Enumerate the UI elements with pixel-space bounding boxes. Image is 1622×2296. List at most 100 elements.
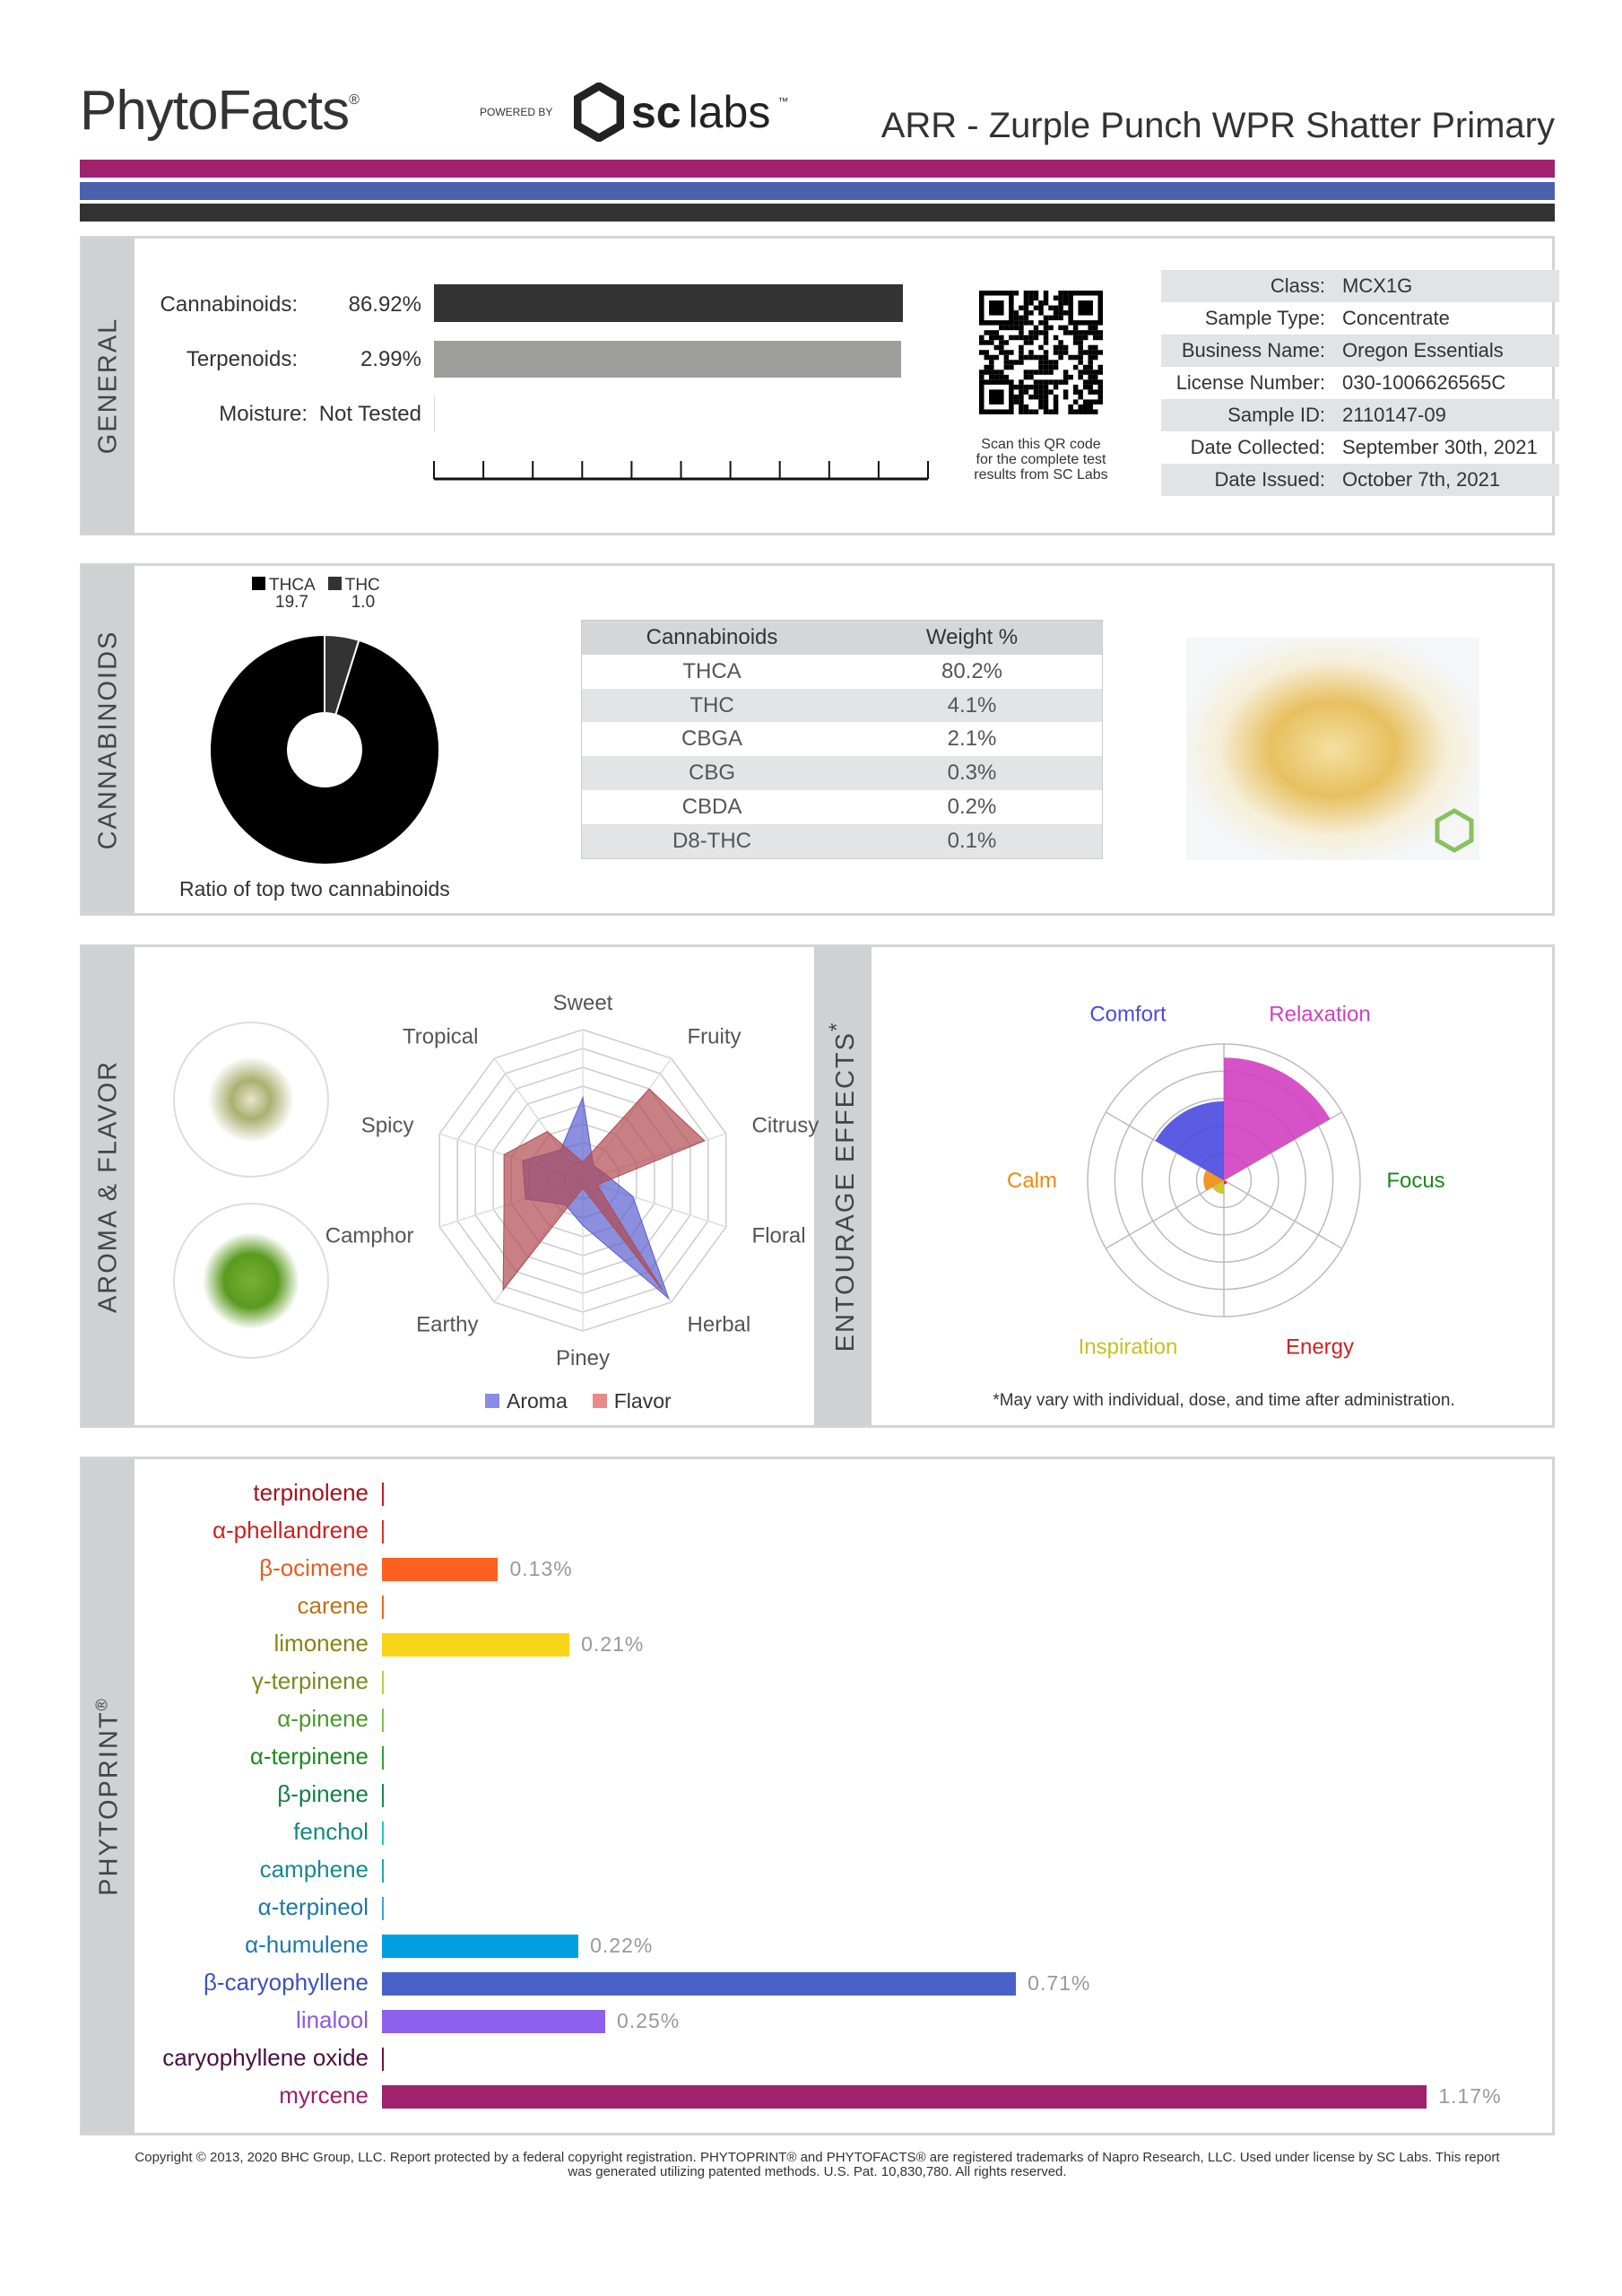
cannabinoids-table: Cannabinoids Weight % THCA 80.2% THC 4.1% CBGA… <box>581 620 1103 859</box>
radar-axis-label: Spicy <box>361 1114 414 1138</box>
donut-legend: THCA 19.7 THC 1.0 <box>252 577 380 611</box>
cannabinoids-section-label: CANNABINOIDS <box>93 630 123 849</box>
table-row: THC 4.1% <box>582 688 1102 723</box>
terpene-bar <box>382 1596 384 1619</box>
terpene-label: α-phellandrene <box>212 1517 369 1544</box>
legend-value: 1.0 <box>351 593 376 612</box>
cannabinoid-name: THC <box>690 692 734 718</box>
info-value: Concentrate <box>1342 307 1450 329</box>
radar-axis-label: Floral <box>752 1223 806 1248</box>
cannabinoids-label: Cannabinoids: <box>160 292 298 317</box>
table-row: THCA 80.2% <box>582 655 1102 689</box>
cannabinoid-name: CBGA <box>681 726 742 752</box>
legend-label: Aroma <box>507 1389 568 1413</box>
info-value: MCX1G <box>1342 274 1413 297</box>
stripe-dark <box>80 204 1555 222</box>
terpene-bar <box>382 1935 579 1958</box>
copyright-line: Copyright © 2013, 2020 BHC Group, LLC. R… <box>134 2150 1500 2165</box>
info-row: Sample Type: Concentrate <box>1161 302 1559 335</box>
qr-caption-line: for the complete test <box>976 452 1106 467</box>
legend-label: THCA <box>269 576 316 595</box>
sc-labs-logo: sc labs ™ <box>574 83 788 142</box>
terpene-bar <box>382 1859 384 1883</box>
effects-footnote: *May vary with individual, dose, and tim… <box>993 1391 1455 1410</box>
logo-sc: sc <box>631 87 681 137</box>
table-row: D8-THC 0.1% <box>582 823 1102 858</box>
legend-item-thc: THC 1.0 <box>327 576 380 612</box>
sc-labs-watermark-icon <box>1435 808 1474 853</box>
qr-caption-line: results from SC Labs <box>974 467 1108 483</box>
radar-axis-label: Earthy <box>416 1312 478 1336</box>
table-row: CBG 0.3% <box>582 756 1102 790</box>
qr-caption-line: Scan this QR code <box>981 437 1101 452</box>
legend-label: THC <box>344 576 380 595</box>
polar-sector-comfort <box>1155 1100 1224 1180</box>
polar-category-label: Relaxation <box>1269 1003 1370 1027</box>
phytoprint-side-strip: PHYTOPRINT® <box>82 1459 134 2133</box>
general-section-label: GENERAL <box>93 317 123 455</box>
terpene-label: α-pinene <box>277 1705 369 1732</box>
cannabinoid-weight: 4.1% <box>947 692 997 718</box>
terpene-label: limonene <box>273 1630 369 1657</box>
terpene-label: α-terpinene <box>249 1743 369 1770</box>
phytoprint-panel: PHYTOPRINT® <box>80 1457 1555 2135</box>
radar-axis-label: Sweet <box>553 991 613 1015</box>
info-key: Class: <box>1270 274 1325 297</box>
effects-side-strip: ENTOURAGE EFFECTS* <box>814 947 872 1425</box>
terpene-label: β-pinene <box>277 1780 369 1807</box>
info-value: September 30th, 2021 <box>1342 436 1538 458</box>
logo-tm: ™ <box>777 95 789 108</box>
logo-labs: labs <box>688 87 771 137</box>
terpene-label: carene <box>297 1592 369 1619</box>
qr-code-icon[interactable] <box>979 291 1103 414</box>
cannabinoid-name: CBG <box>688 761 735 786</box>
column-header: Weight % <box>925 625 1019 649</box>
phytoprint-section-label: PHYTOPRINT <box>94 1709 124 1896</box>
cannabinoid-weight: 0.1% <box>947 828 997 853</box>
terpene-label: β-caryophyllene <box>203 1969 369 1996</box>
terpene-value-label: 0.22% <box>590 1934 654 1957</box>
cannabinoid-name: CBDA <box>681 794 742 819</box>
terpene-bar <box>382 2085 1427 2109</box>
terpene-bar <box>382 1746 384 1770</box>
terpenoids-value: 2.99% <box>360 347 421 371</box>
terpene-label: β-ocimene <box>259 1554 369 1581</box>
info-value: 2110147-09 <box>1342 404 1446 426</box>
polar-axis-line <box>1105 1179 1225 1249</box>
general-side-strip: GENERAL <box>82 239 134 533</box>
moisture-value: Not Tested <box>318 402 421 426</box>
moisture-label: Moisture: <box>219 402 308 426</box>
terpene-label: myrcene <box>279 2082 369 2109</box>
phytoprint-mark: ® <box>92 1696 111 1710</box>
table-header-row: Cannabinoids Weight % <box>582 621 1102 655</box>
cannabinoid-weight: 0.2% <box>947 794 997 819</box>
info-row: Sample ID: 2110147-09 <box>1161 399 1559 431</box>
page-title: ARR - Zurple Punch WPR Shatter Primary <box>880 106 1555 145</box>
terpene-bar <box>382 1784 384 1807</box>
terpene-value-label: 0.71% <box>1028 1971 1091 1995</box>
aroma-flavor-radar-chart: Sweet Fruity Citrusy Floral Herbal Piney Earth… <box>325 991 819 1370</box>
hops-image <box>173 1203 329 1359</box>
info-key: Date Collected: <box>1190 436 1325 458</box>
legend-item-flavor: Flavor <box>592 1389 672 1413</box>
legend-value: 19.7 <box>275 593 308 612</box>
polar-category-label: Inspiration <box>1079 1335 1178 1359</box>
column-header: Cannabinoids <box>646 625 778 649</box>
terpene-bar <box>382 1520 384 1544</box>
qr-caption: Scan this QR code for the complete test … <box>960 437 1122 483</box>
terpene-value-label: 0.25% <box>617 2009 681 2032</box>
legend-item-thca: THCA 19.7 <box>252 577 316 611</box>
cannabinoids-bar <box>434 284 903 322</box>
radar-legend: Aroma Flavor <box>485 1389 672 1413</box>
terpene-bar <box>382 1558 499 1581</box>
radar-axis-label: Camphor <box>325 1223 414 1248</box>
logo-text: PhytoFacts <box>80 80 350 142</box>
terpene-label: fenchol <box>293 1818 369 1845</box>
info-row: License Number: 030-1006626565C <box>1161 367 1559 399</box>
info-value: 030-1006626565C <box>1342 371 1506 394</box>
terpene-label: camphene <box>259 1856 369 1883</box>
donut-slice-thca <box>209 633 440 865</box>
radar-axis-label: Piney <box>556 1346 610 1370</box>
polar-category-label: Energy <box>1286 1335 1354 1359</box>
polar-axis-line <box>1223 1179 1343 1249</box>
